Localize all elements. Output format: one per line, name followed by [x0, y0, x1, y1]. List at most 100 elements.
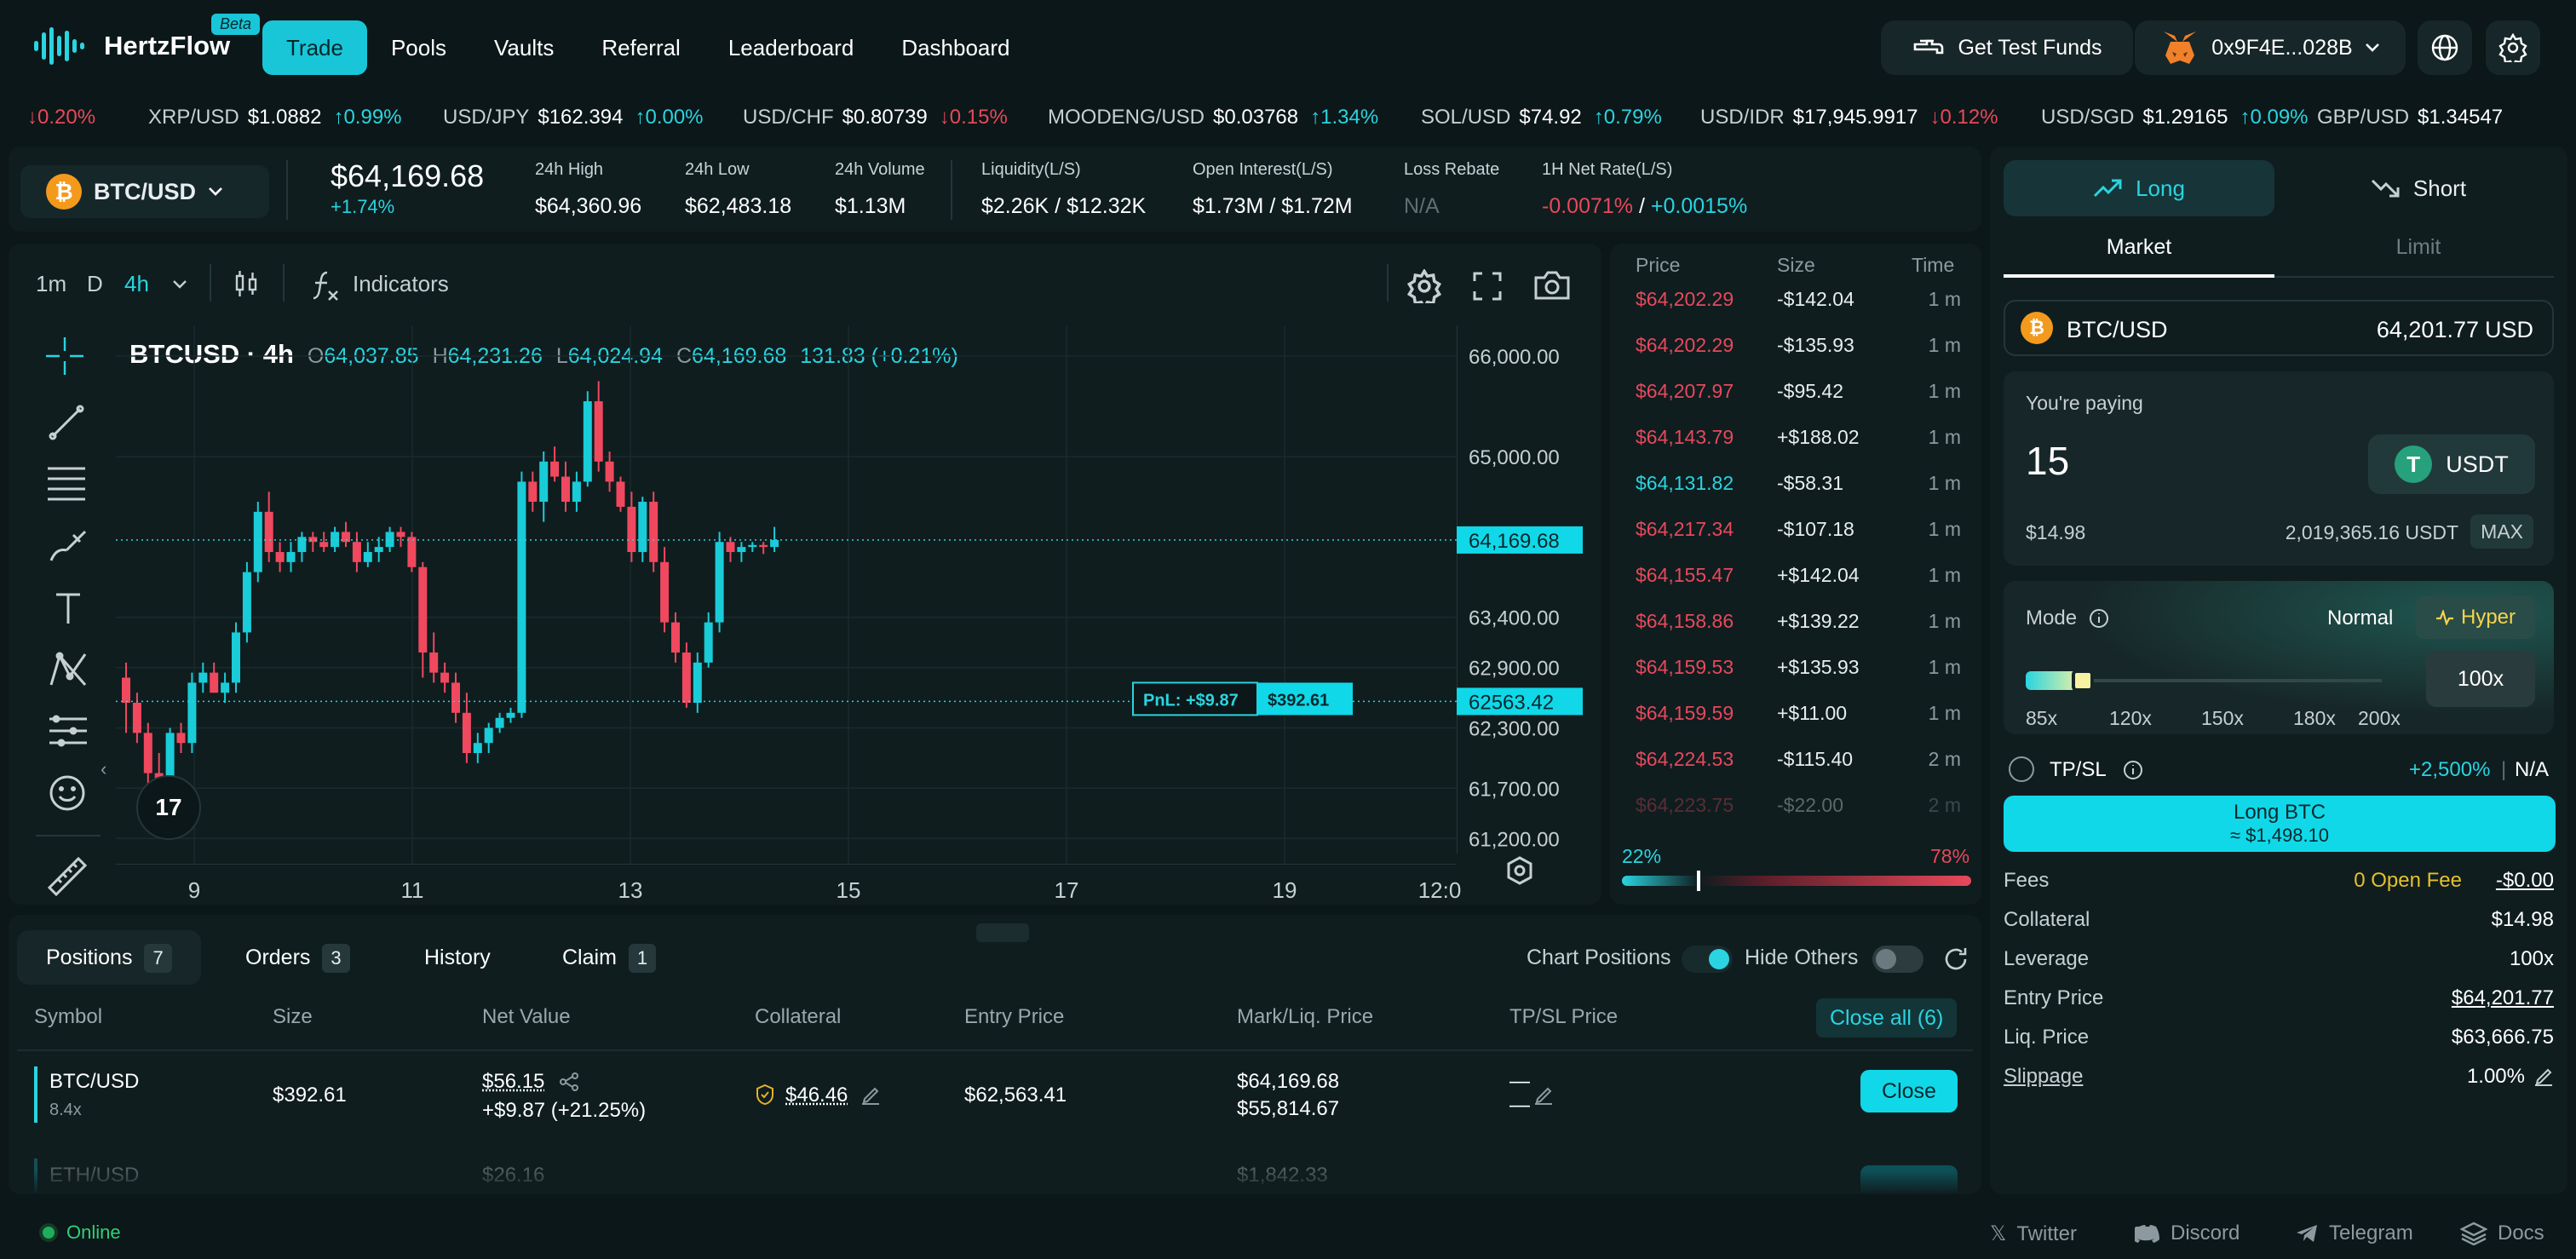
tab-claim[interactable]: Claim 1: [533, 930, 685, 985]
market-info-bar: ₿ BTC/USD $64,169.68 +1.74% 24h High $64…: [9, 147, 1981, 232]
trade-row: $64,202.29 -$135.93 1 m: [1636, 334, 1968, 380]
chart-settings-icon[interactable]: [1407, 269, 1441, 303]
candlestick-chart[interactable]: 66,000.00 65,000.00 63,400.00 62,900.00 62,3…: [9, 244, 1601, 905]
settings-button[interactable]: [2486, 20, 2540, 75]
emoji-icon[interactable]: [48, 773, 87, 813]
docs-link[interactable]: Docs: [2460, 1222, 2544, 1245]
tab-orders[interactable]: Orders 3: [216, 930, 379, 985]
leverage-slider[interactable]: [2026, 670, 2382, 692]
chart-positions-toggle[interactable]: [1682, 946, 1733, 973]
mode-hyper[interactable]: Hyper: [2416, 596, 2535, 639]
ticker-item[interactable]: XRP/USD $1.0882 ↑0.99%: [148, 106, 402, 129]
mode-hyper-label: Hyper: [2460, 606, 2516, 629]
ticker-item[interactable]: USD/SGD $1.29165 ↑0.09%: [2041, 106, 2309, 129]
interval-chevron-icon[interactable]: [172, 279, 187, 290]
position-net-value[interactable]: $56.15: [482, 1070, 545, 1093]
fullscreen-icon[interactable]: [1472, 271, 1503, 302]
pair-row[interactable]: ₿ BTC/USD 64,201.77 USD: [2004, 300, 2554, 356]
candle-body: [528, 481, 538, 503]
short-tab[interactable]: Short: [2283, 160, 2554, 216]
limit-tab[interactable]: Limit: [2395, 235, 2441, 259]
ticker-item[interactable]: SOL/USD $74.92 ↑0.79%: [1421, 106, 1662, 129]
collapse-toolbar-chevron[interactable]: ‹: [101, 758, 107, 779]
language-button[interactable]: [2418, 20, 2472, 75]
indicators-icon[interactable]: [312, 269, 341, 303]
edit-icon[interactable]: [2533, 1066, 2554, 1087]
logo[interactable]: HertzFlow Beta: [32, 14, 261, 66]
ticker-pair: USD/IDR: [1700, 106, 1785, 129]
ticker-price: $74.92: [1519, 106, 1582, 129]
discord-link[interactable]: Discord: [2135, 1222, 2240, 1245]
ticker-item[interactable]: MOODENG/USD $0.03768 ↑1.34%: [1048, 106, 1378, 129]
ticker-change: ↓0.20%: [27, 106, 96, 129]
wallet-button[interactable]: 0x9F4E...028B: [2135, 20, 2406, 75]
crosshair-icon[interactable]: [44, 336, 85, 377]
ticker-item[interactable]: GBP/USD $1.34547: [2317, 106, 2515, 129]
get-test-funds-button[interactable]: Get Test Funds: [1881, 20, 2133, 75]
divider: [17, 1049, 1973, 1051]
edit-icon[interactable]: [860, 1085, 881, 1106]
max-button[interactable]: MAX: [2470, 515, 2533, 549]
candle-body: [737, 547, 746, 553]
interval-1m[interactable]: 1m: [36, 271, 67, 296]
long-btc-submit-button[interactable]: Long BTC ≈ $1,498.10: [2004, 796, 2556, 852]
nav-dashboard[interactable]: Dashboard: [901, 35, 1010, 60]
resize-handle[interactable]: [976, 923, 1029, 942]
y-tick-label: 63,400.00: [1469, 607, 1560, 630]
tpsl-checkbox[interactable]: [2009, 756, 2034, 782]
camera-icon[interactable]: [1533, 269, 1571, 302]
long-tab[interactable]: Long: [2004, 160, 2274, 216]
share-icon[interactable]: [559, 1072, 579, 1092]
nav-leaderboard[interactable]: Leaderboard: [727, 35, 854, 60]
tab-positions[interactable]: Positions 7: [17, 930, 201, 985]
nav-vaults[interactable]: Vaults: [494, 35, 555, 60]
tab-history[interactable]: History: [424, 946, 491, 969]
indicators-button[interactable]: Indicators: [353, 271, 449, 296]
paying-amount-input[interactable]: 15: [2026, 439, 2070, 483]
leverage-value-input[interactable]: 100x: [2426, 651, 2535, 707]
nav-pools[interactable]: Pools: [390, 35, 447, 60]
short-tab-label: Short: [2412, 175, 2467, 201]
close-all-button[interactable]: Close all (6): [1816, 998, 1958, 1038]
twitter-link[interactable]: 𝕏 Twitter: [1990, 1222, 2077, 1246]
close-position-button[interactable]: Close: [1860, 1070, 1958, 1112]
ticker-item[interactable]: USD/IDR $17,945.9917 ↓0.12%: [1700, 106, 1998, 129]
candles-icon[interactable]: [233, 269, 259, 298]
ticker-item[interactable]: USD/JPY $162.394 ↑0.00%: [443, 106, 704, 129]
info-icon[interactable]: [2123, 760, 2143, 780]
table-row[interactable]: BTC/USD 8.4x $392.61 $56.15 +$9.87 (+21.…: [9, 1063, 1981, 1148]
candle-body: [374, 547, 383, 553]
token-selector[interactable]: T USDT: [2368, 434, 2535, 494]
ticker-item[interactable]: USD/CHF $0.80739 ↓0.15%: [743, 106, 1008, 129]
tradingview-logo[interactable]: 17: [136, 775, 201, 840]
interval-4h[interactable]: 4h: [124, 271, 149, 296]
nav-referral[interactable]: Referral: [601, 35, 681, 60]
leverage-tick-200x: 200x: [2358, 707, 2401, 729]
ticker-item[interactable]: ↓0.20%: [7, 106, 95, 129]
summary-label[interactable]: Slippage: [2004, 1065, 2084, 1088]
hide-others-toggle[interactable]: [1872, 946, 1923, 973]
info-icon[interactable]: [2089, 608, 2109, 629]
text-tool-icon[interactable]: [51, 589, 85, 627]
ruler-icon[interactable]: [46, 855, 89, 898]
trend-line-icon[interactable]: [48, 404, 85, 441]
interval-d[interactable]: D: [87, 271, 103, 296]
pattern-icon[interactable]: [48, 651, 89, 688]
forecast-icon[interactable]: [48, 712, 89, 750]
trade-pair-unit: USD: [2484, 317, 2533, 342]
fib-lines-icon[interactable]: [46, 465, 87, 503]
chart-reset-icon[interactable]: [1504, 855, 1535, 886]
nav-trade[interactable]: Trade: [262, 20, 367, 75]
slider-thumb[interactable]: [2072, 670, 2095, 692]
refresh-icon[interactable]: [1942, 946, 1969, 973]
edit-icon[interactable]: [1533, 1085, 1554, 1106]
position-collateral[interactable]: $46.46: [785, 1084, 848, 1107]
recent-trades: Price Size Time $64,202.29 -$142.04 1 m $64…: [1610, 244, 1981, 905]
telegram-link[interactable]: Telegram: [2295, 1222, 2413, 1245]
online-dot: [43, 1227, 55, 1239]
mode-normal[interactable]: Normal: [2327, 607, 2394, 630]
trade-size: +$11.00: [1777, 702, 1848, 724]
brush-icon[interactable]: [48, 526, 89, 564]
pair-selector[interactable]: ₿ BTC/USD: [20, 165, 269, 218]
market-tab[interactable]: Market: [2106, 235, 2172, 259]
